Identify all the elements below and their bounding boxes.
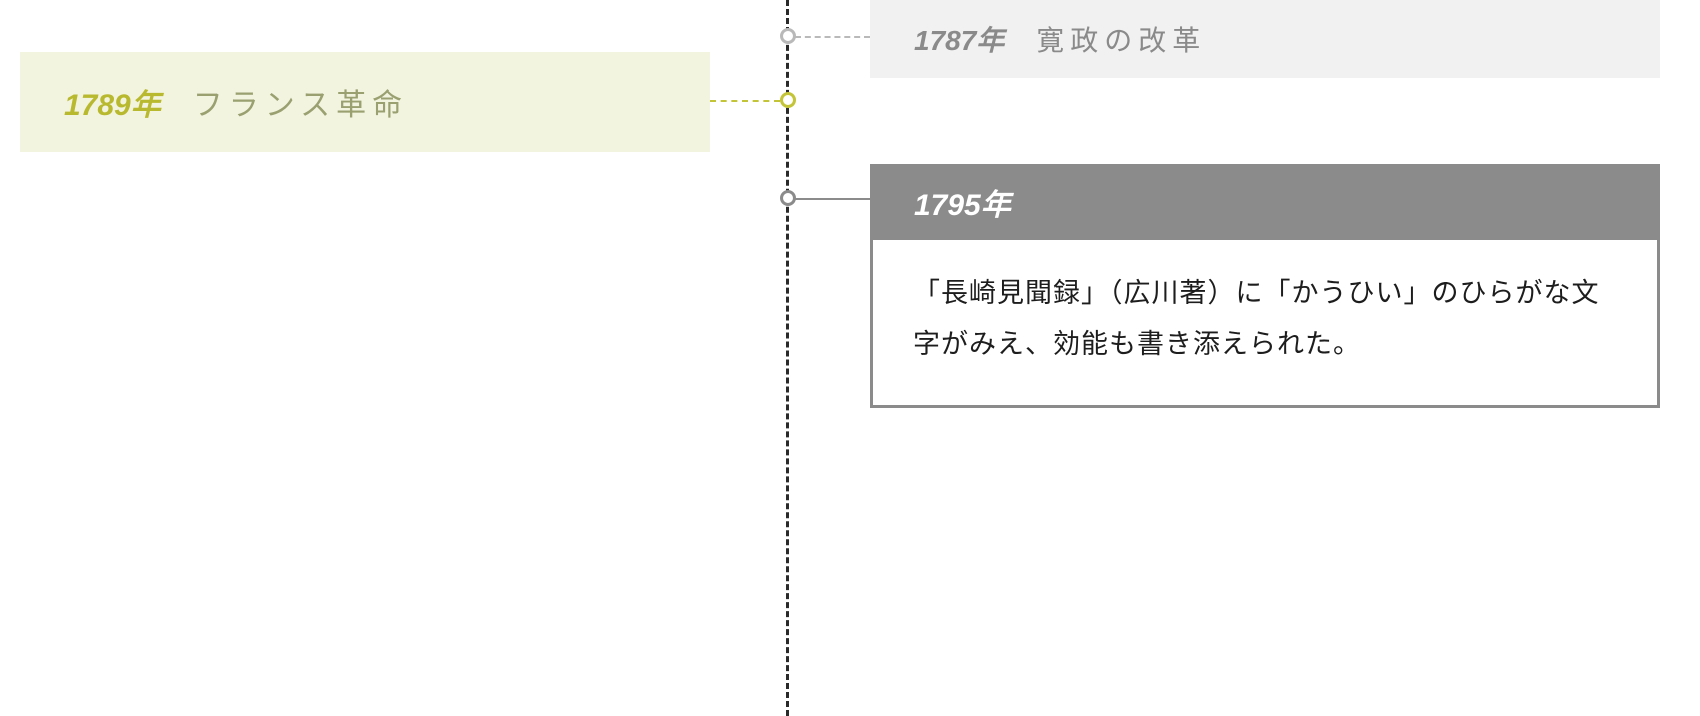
event-title: フランス革命	[193, 80, 408, 124]
event-card-1795: 1795年 「長崎見聞録」（広川著）に「かうひい」のひらがな文字がみえ、効能も書…	[870, 164, 1660, 408]
event-body: 「長崎見聞録」（広川著）に「かうひい」のひらがな文字がみえ、効能も書き添えられた…	[870, 240, 1660, 408]
dot-1789	[780, 92, 796, 108]
event-year: 1789年	[64, 80, 161, 124]
event-year: 1787年	[914, 19, 1004, 59]
event-year-header: 1795年	[870, 164, 1660, 240]
dot-1787	[780, 28, 796, 44]
event-title: 寛政の改革	[1036, 19, 1206, 59]
connector-1789	[710, 100, 780, 102]
event-card-1789: 1789年 フランス革命	[20, 52, 710, 152]
connector-1787	[795, 36, 870, 38]
event-card-1787: 1787年 寛政の改革	[870, 0, 1660, 78]
connector-1795	[795, 198, 870, 200]
dot-1795	[780, 190, 796, 206]
